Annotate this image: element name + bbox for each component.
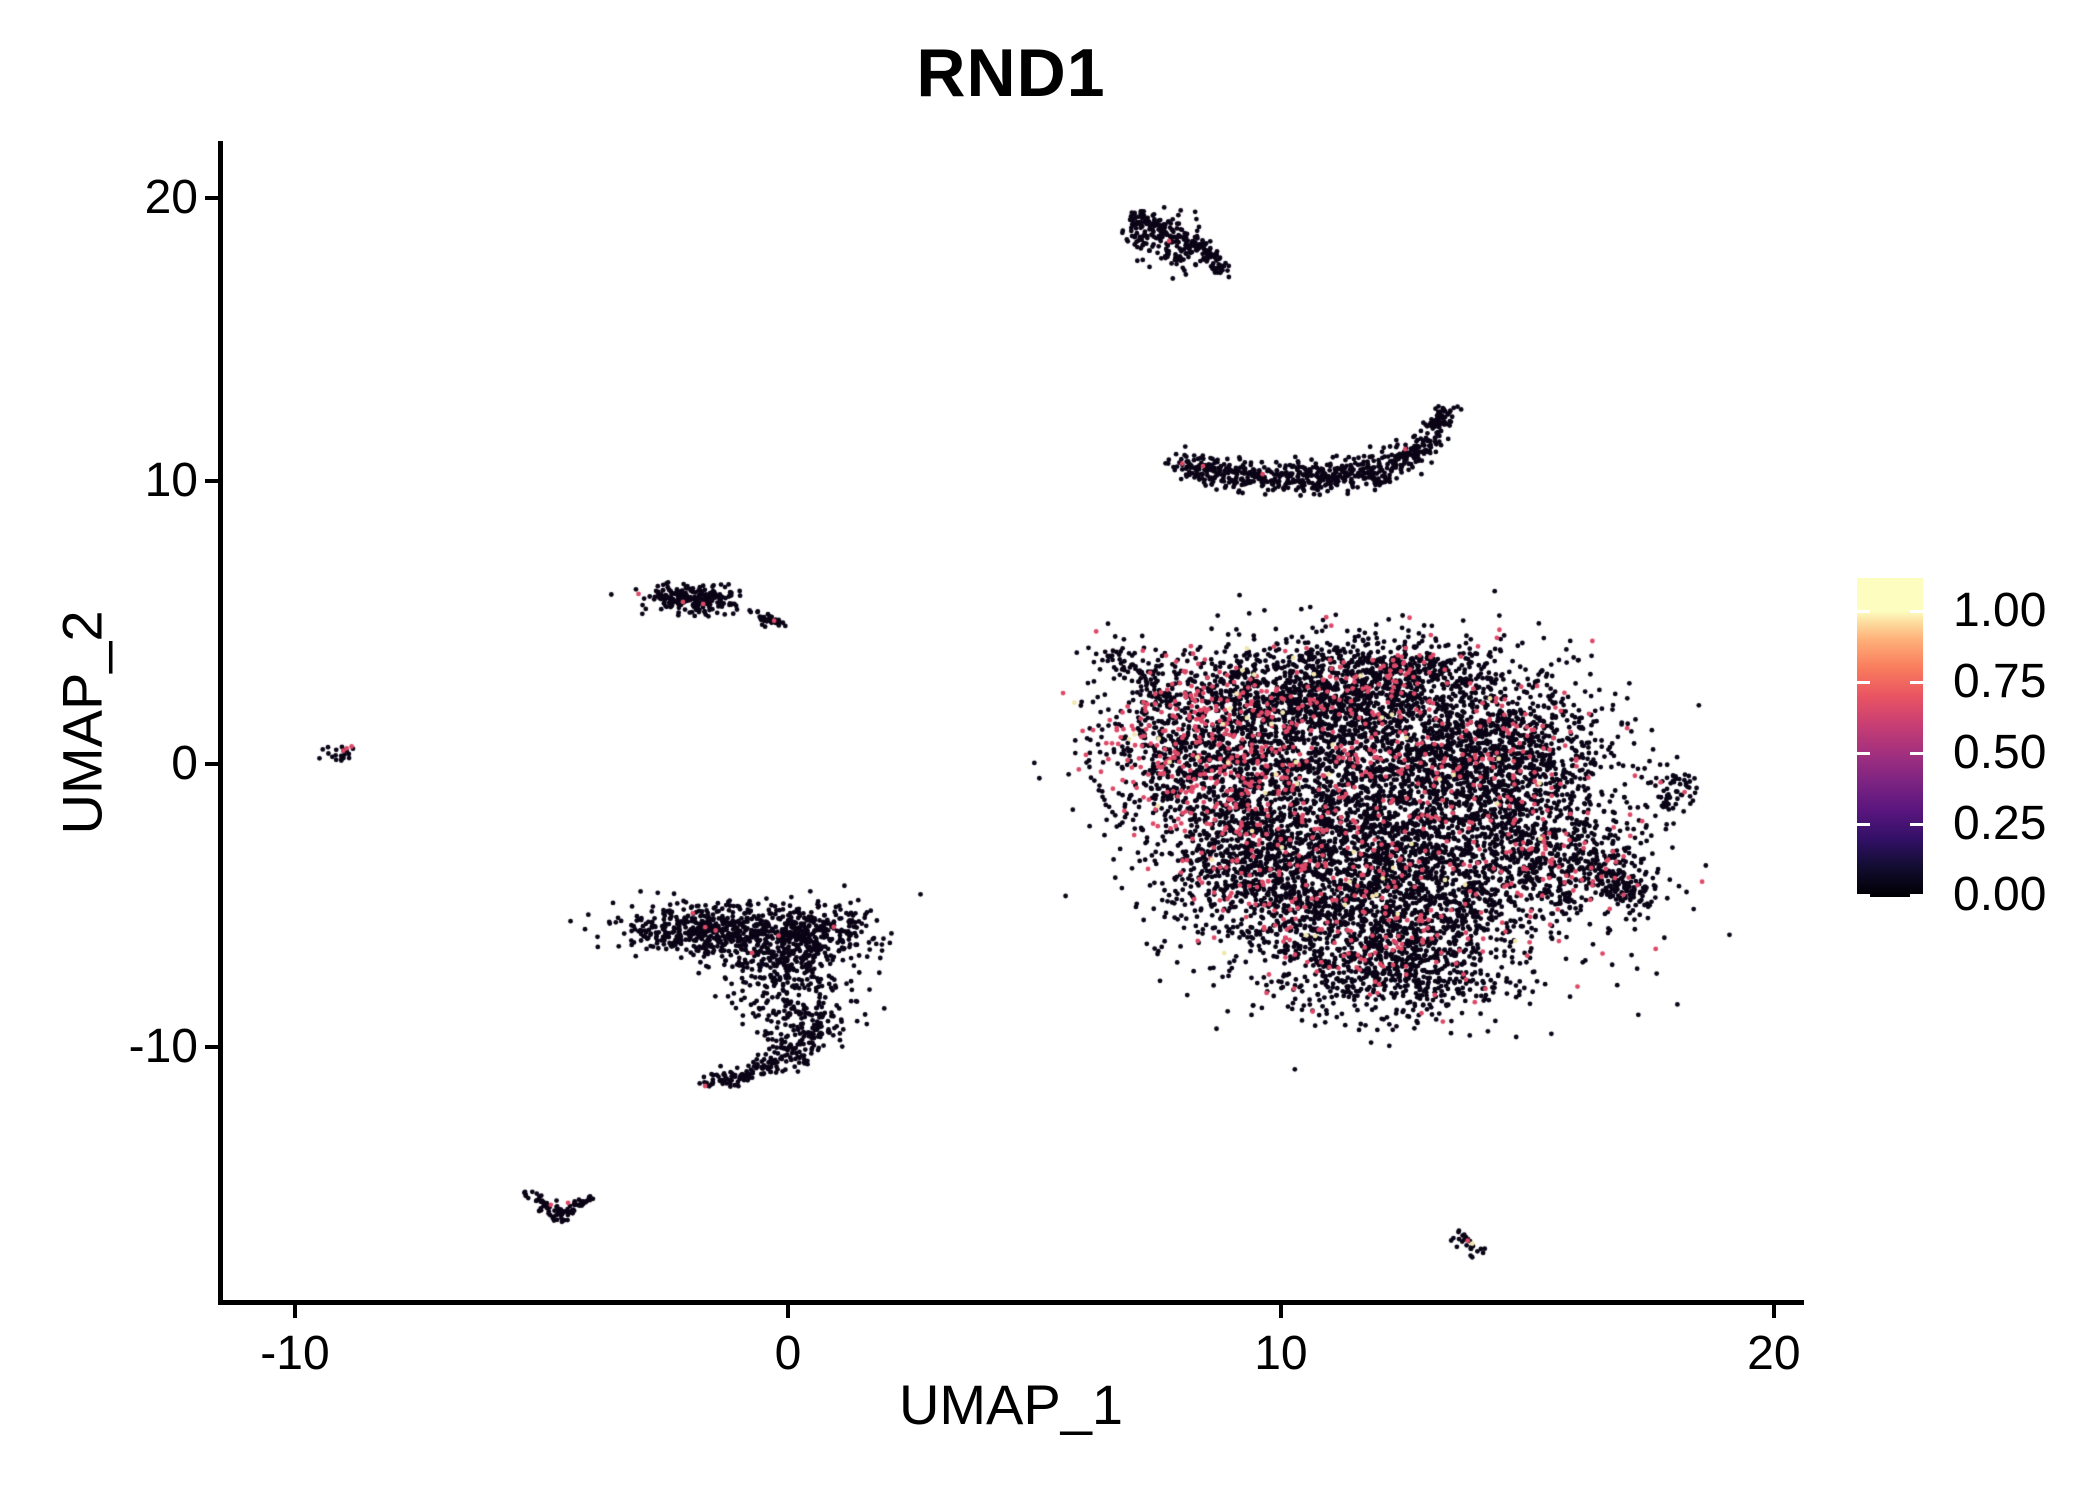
legend-tick-label: 0.50 [1953,726,2047,780]
y-axis-title: UMAP_2 [50,610,114,835]
y-tick-mark [205,762,218,767]
y-tick-mark [205,196,218,201]
legend-tick-dash [1857,609,1870,613]
x-tick-mark [785,1305,790,1318]
legend-tick-dash [1857,680,1870,684]
legend-tick-dash [1910,893,1923,897]
y-tick-mark [205,1044,218,1049]
x-axis-line [218,1300,1804,1305]
legend-tick-label: 1.00 [1953,584,2047,638]
y-tick-mark [205,479,218,484]
legend-tick-dash [1910,751,1923,755]
y-tick-label: 0 [171,737,198,791]
x-axis-title: UMAP_1 [898,1373,1124,1436]
x-tick-label: 20 [1747,1327,1801,1380]
legend-tick-label: 0.25 [1953,797,2047,851]
x-tick-mark [1278,1305,1283,1318]
legend-tick-dash [1910,680,1923,684]
x-tick-label: 10 [1254,1327,1308,1380]
legend-tick-dash [1910,609,1923,613]
y-tick-label: 20 [144,171,198,225]
y-tick-label: 10 [144,454,198,508]
legend-tick-dash [1857,893,1870,897]
legend-colorbar [1857,578,1923,897]
legend-tick-dash [1857,751,1870,755]
x-tick-label: -10 [260,1327,330,1380]
legend-tick-dash [1910,822,1923,826]
legend-tick-label: 0.00 [1953,868,2047,921]
x-tick-mark [292,1305,297,1318]
x-tick-label: 0 [774,1327,802,1380]
legend-tick-dash [1857,822,1870,826]
y-axis-line [218,141,223,1305]
legend-tick-label: 0.75 [1953,655,2047,709]
x-tick-mark [1771,1305,1776,1318]
y-tick-label: -10 [128,1019,198,1073]
